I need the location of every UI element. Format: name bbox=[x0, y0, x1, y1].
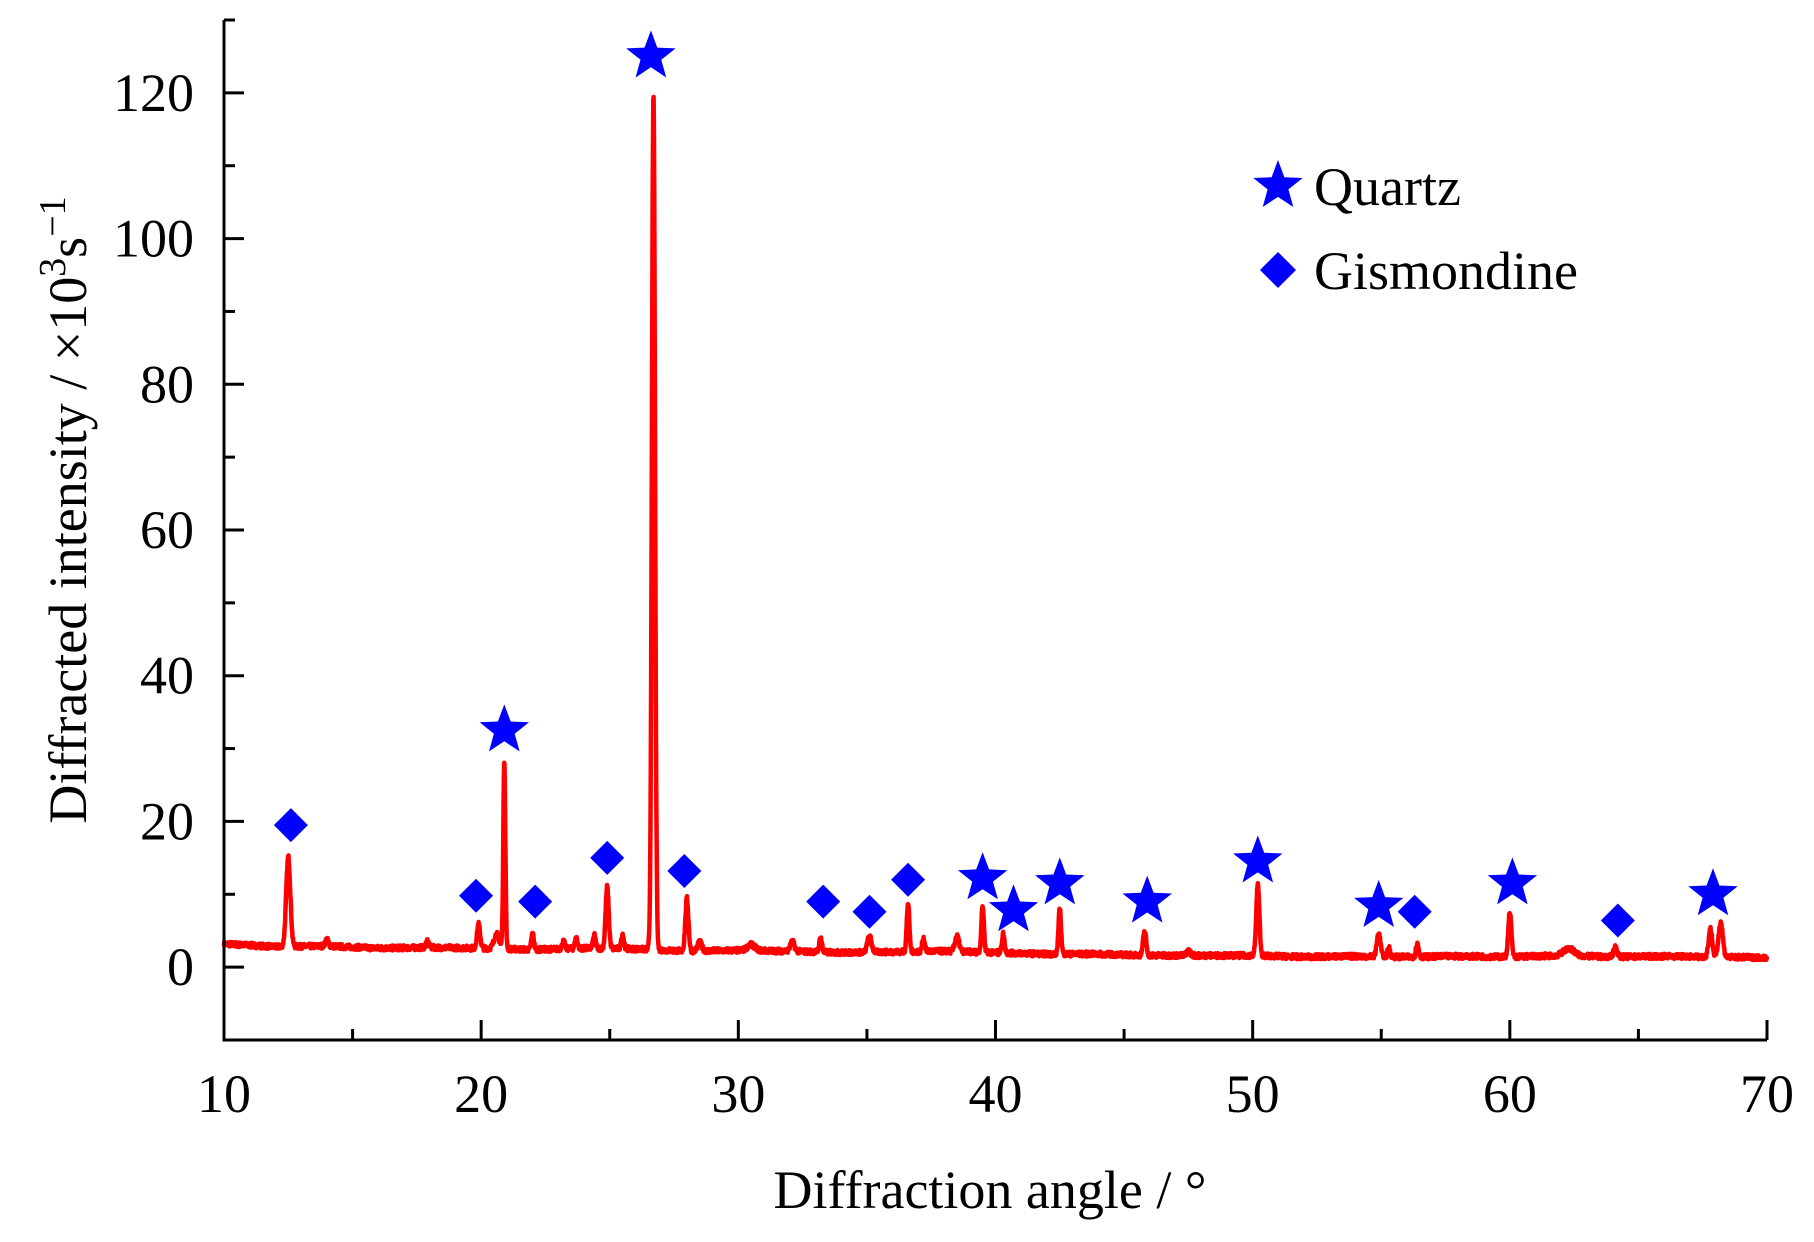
y-tick-label: 120 bbox=[113, 63, 194, 123]
x-tick-label: 70 bbox=[1740, 1064, 1794, 1124]
legend-label: Gismondine bbox=[1314, 241, 1578, 301]
y-axis-title-sup1: 3 bbox=[32, 258, 74, 277]
plot-area bbox=[221, 94, 1770, 963]
quartz-star-marker bbox=[626, 30, 676, 78]
y-tick-label: 20 bbox=[140, 791, 194, 851]
quartz-star-marker bbox=[1035, 857, 1085, 905]
quartz-star-marker bbox=[988, 884, 1039, 932]
quartz-star-marker bbox=[1233, 835, 1283, 883]
quartz-star-marker bbox=[957, 852, 1008, 900]
gismondine-diamond-marker bbox=[667, 853, 702, 888]
gismondine-diamond-marker bbox=[459, 878, 494, 913]
gismondine-diamond-marker bbox=[891, 862, 926, 897]
quartz-star-marker bbox=[1122, 875, 1172, 923]
y-axis-title-main: Diffracted intensity / ×10 bbox=[38, 277, 98, 824]
gismondine-diamond-marker bbox=[1600, 903, 1635, 938]
legend: Quartz Gismondine bbox=[1253, 157, 1578, 301]
diffraction-pattern-line bbox=[221, 94, 1770, 963]
legend-quartz-star-icon bbox=[1253, 160, 1303, 207]
quartz-star-marker bbox=[1354, 879, 1404, 927]
gismondine-diamond-marker bbox=[273, 808, 308, 843]
x-tick-label: 30 bbox=[711, 1064, 765, 1124]
quartz-star-marker bbox=[1688, 868, 1738, 916]
x-tick-label: 20 bbox=[454, 1064, 508, 1124]
y-tick-label: 0 bbox=[167, 937, 194, 997]
gismondine-diamond-marker bbox=[590, 840, 625, 875]
gismondine-diamond-marker bbox=[852, 894, 887, 929]
x-tick-label: 40 bbox=[969, 1064, 1023, 1124]
y-tick-label: 60 bbox=[140, 500, 194, 560]
gismondine-diamond-marker bbox=[806, 884, 841, 919]
y-axis-title-sup2: −1 bbox=[32, 196, 74, 236]
y-axis-title: Diffracted intensity / ×103s−1 bbox=[32, 196, 98, 823]
quartz-star-marker bbox=[479, 704, 529, 752]
x-tick-label: 10 bbox=[197, 1064, 251, 1124]
y-axis-title-mid: s bbox=[38, 237, 98, 258]
x-axis-title: Diffraction angle / ° bbox=[774, 1160, 1207, 1220]
quartz-star-marker bbox=[1487, 857, 1538, 905]
y-tick-label: 80 bbox=[140, 354, 194, 414]
phase-markers bbox=[273, 30, 1738, 938]
legend-label: Quartz bbox=[1314, 157, 1461, 217]
x-tick-label: 50 bbox=[1226, 1064, 1280, 1124]
axes: 10 20 30 40 50 60 70 0 20 40 60 80 100 120 bbox=[113, 18, 1794, 1124]
y-tick-label: 100 bbox=[113, 209, 194, 269]
legend-gismondine-diamond-icon bbox=[1260, 252, 1296, 288]
gismondine-diamond-marker bbox=[1397, 894, 1432, 929]
gismondine-diamond-marker bbox=[518, 884, 553, 919]
y-tick-label: 40 bbox=[140, 646, 194, 706]
x-tick-label: 60 bbox=[1483, 1064, 1537, 1124]
